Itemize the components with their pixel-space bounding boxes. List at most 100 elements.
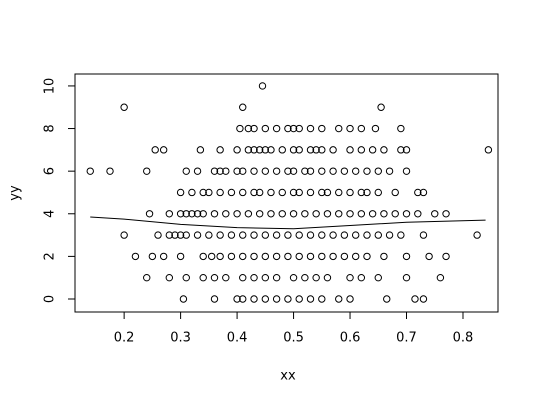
point <box>272 252 281 261</box>
point <box>199 188 207 197</box>
point <box>397 231 405 239</box>
point <box>216 188 224 197</box>
point <box>419 231 428 239</box>
point <box>363 167 371 175</box>
point <box>176 188 185 197</box>
point <box>383 295 391 303</box>
point <box>340 231 349 239</box>
point <box>318 188 326 197</box>
point <box>255 210 264 218</box>
point <box>380 210 388 218</box>
point <box>143 273 151 282</box>
y-tick-label: 4 <box>43 210 58 218</box>
y-tick-label: 6 <box>43 167 58 175</box>
point <box>340 252 349 261</box>
point <box>289 188 298 197</box>
point <box>346 124 354 133</box>
point <box>402 210 411 218</box>
point <box>154 231 162 239</box>
point <box>250 273 258 282</box>
point <box>182 167 190 175</box>
point <box>239 252 247 261</box>
point <box>267 146 275 154</box>
point <box>351 167 360 175</box>
point <box>216 167 224 175</box>
point <box>145 210 154 218</box>
point <box>210 273 219 282</box>
point <box>210 167 219 175</box>
point <box>261 167 270 175</box>
point <box>391 210 399 218</box>
point <box>402 252 411 261</box>
point <box>385 167 394 175</box>
point <box>306 252 315 261</box>
x-tick-label: 0.8 <box>453 331 474 346</box>
point <box>278 188 286 197</box>
point <box>318 252 326 261</box>
point <box>346 273 354 282</box>
point <box>159 146 168 154</box>
point <box>272 295 281 303</box>
point <box>171 231 179 239</box>
x-tick-label: 0.6 <box>340 331 361 346</box>
point <box>182 231 190 239</box>
point <box>193 231 202 239</box>
y-tick-label: 10 <box>43 78 58 95</box>
point <box>196 146 205 154</box>
point <box>318 146 326 154</box>
point <box>250 188 258 197</box>
point <box>239 103 247 111</box>
point <box>329 146 337 154</box>
point <box>250 124 258 133</box>
point <box>261 231 270 239</box>
point <box>306 295 315 303</box>
point <box>207 252 216 261</box>
point <box>199 273 207 282</box>
x-tick-label: 0.5 <box>283 331 304 346</box>
point <box>318 231 326 239</box>
point <box>216 231 224 239</box>
point <box>165 231 174 239</box>
point <box>374 231 382 239</box>
point <box>368 146 377 154</box>
point <box>301 167 309 175</box>
point <box>143 167 151 175</box>
point <box>374 273 382 282</box>
point <box>239 295 247 303</box>
point <box>374 167 382 175</box>
point <box>250 295 258 303</box>
point <box>233 295 241 303</box>
point <box>239 231 247 239</box>
point <box>267 210 275 218</box>
x-tick-label: 0.3 <box>170 331 191 346</box>
point <box>289 146 298 154</box>
point <box>188 188 196 197</box>
point <box>340 167 349 175</box>
point <box>233 210 241 218</box>
point <box>306 146 315 154</box>
point <box>397 146 405 154</box>
point <box>306 231 315 239</box>
point <box>199 210 207 218</box>
point <box>176 210 185 218</box>
smooth-line <box>90 216 486 230</box>
point <box>335 295 343 303</box>
point <box>346 295 354 303</box>
point <box>380 146 388 154</box>
y-tick-label: 8 <box>43 124 58 132</box>
point <box>442 252 450 261</box>
point <box>335 210 343 218</box>
point <box>272 167 281 175</box>
y-tick-label: 2 <box>43 252 58 260</box>
point <box>159 252 168 261</box>
point <box>397 124 405 133</box>
point <box>284 252 292 261</box>
point <box>233 167 241 175</box>
point <box>222 167 230 175</box>
x-tick-label: 0.2 <box>114 331 135 346</box>
point <box>391 188 399 197</box>
point <box>351 252 360 261</box>
point <box>323 188 332 197</box>
point <box>222 273 230 282</box>
